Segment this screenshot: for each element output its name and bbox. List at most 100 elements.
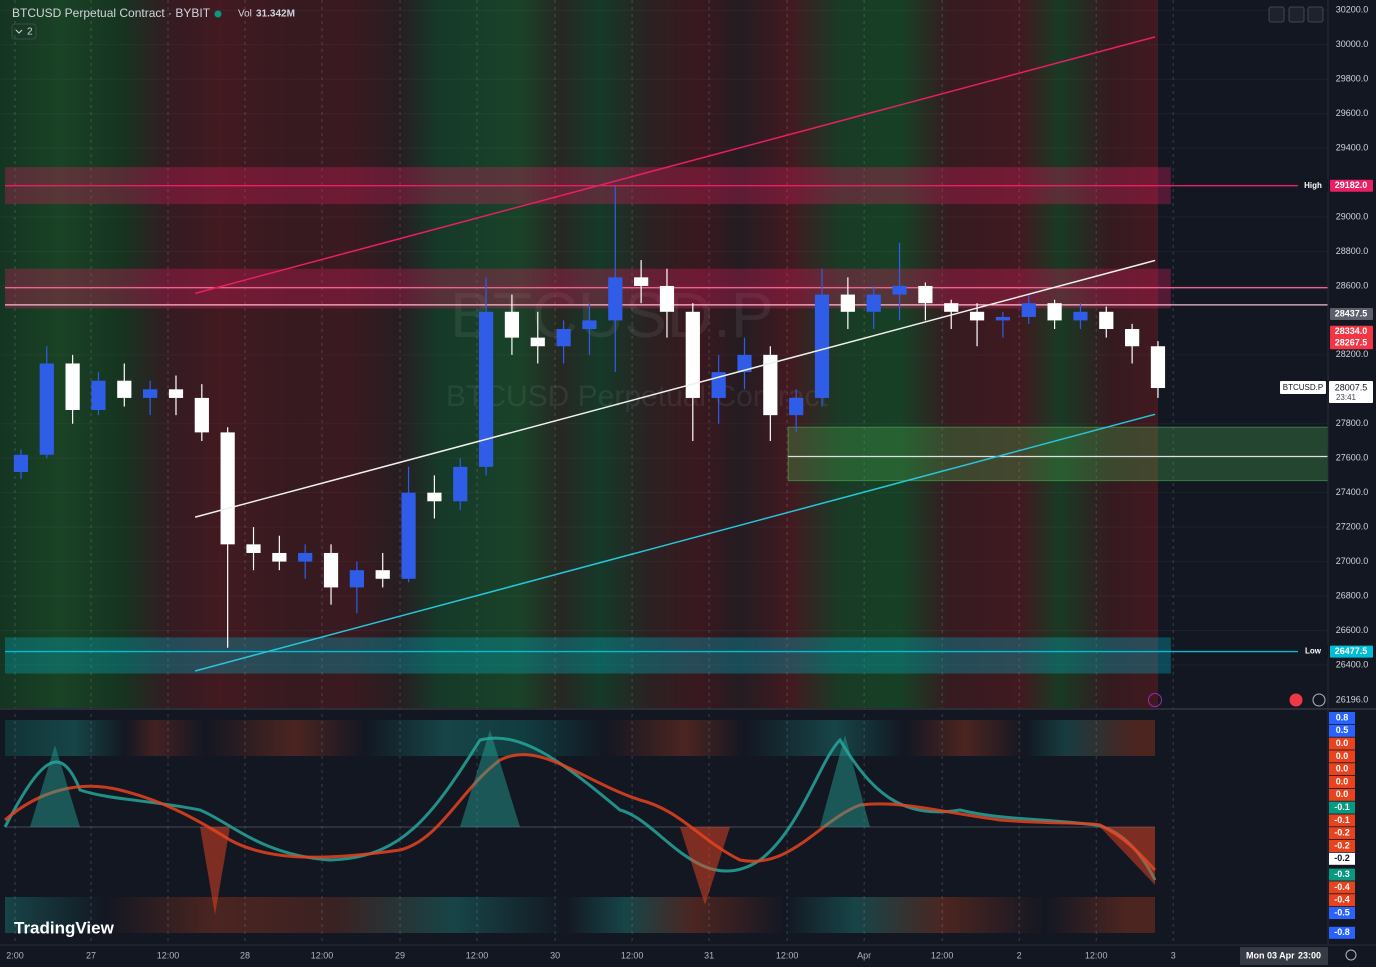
alert-icon[interactable] xyxy=(1148,693,1162,707)
cursor-time: 23:00 xyxy=(1298,950,1321,960)
candle-body xyxy=(944,303,959,312)
candle-body xyxy=(634,277,649,286)
oscillator-heatmap xyxy=(5,720,1155,756)
candle-body xyxy=(1073,311,1088,321)
trend-line xyxy=(194,36,1156,295)
candle-body xyxy=(478,311,494,467)
candle-body xyxy=(323,552,339,588)
osc-scale-box xyxy=(1329,724,1355,737)
osc-scale-box xyxy=(1329,814,1355,827)
candle-body xyxy=(659,285,675,312)
x-tick-label: 2 xyxy=(1017,950,1022,960)
candle-body xyxy=(504,311,520,338)
symbol-tag-box xyxy=(1280,381,1326,395)
candle-body xyxy=(117,380,132,398)
x-tick-label: 28 xyxy=(240,950,250,960)
cursor-time-box xyxy=(1240,947,1328,965)
x-tick-label: 12:00 xyxy=(157,950,180,960)
symbol-title[interactable]: BTCUSD Perpetual Contract · BYBIT xyxy=(12,6,211,20)
candle-body xyxy=(995,316,1011,321)
brand-logo[interactable]: TradingView xyxy=(14,918,115,937)
candle-body xyxy=(39,363,54,455)
candle-body xyxy=(685,311,700,398)
x-tick-label: 12:00 xyxy=(621,950,644,960)
close-button[interactable] xyxy=(1288,6,1305,23)
candle-body xyxy=(194,397,209,433)
y-tick-label: 27600.0 xyxy=(1336,453,1369,463)
osc-scale-box xyxy=(1329,750,1355,763)
candle-body xyxy=(298,552,313,562)
volume-value: 31.342M xyxy=(256,9,295,20)
osc-scale-label: -0.1 xyxy=(1334,815,1350,825)
price-tag-label: 28437.5 xyxy=(1335,308,1368,318)
zone xyxy=(5,637,1171,674)
x-tick-label: 27 xyxy=(86,950,96,960)
x-tick-label: Apr xyxy=(857,950,871,960)
x-tick-label: 3 xyxy=(1171,950,1176,960)
settings-icon[interactable] xyxy=(1345,949,1357,961)
price-tag xyxy=(1330,307,1373,320)
candle-body xyxy=(1021,303,1036,317)
last-price-box xyxy=(1329,381,1373,404)
collapse-button[interactable] xyxy=(1268,6,1285,23)
candle-body xyxy=(582,320,597,330)
candle-body xyxy=(272,552,287,562)
y-tick-label: 28200.0 xyxy=(1336,349,1369,359)
y-tick-label: 29000.0 xyxy=(1336,211,1369,221)
candles xyxy=(13,186,1166,648)
candle-body xyxy=(789,397,804,416)
x-tick-label: 29 xyxy=(395,950,405,960)
add-icon[interactable] xyxy=(1312,693,1326,707)
osc-scale-label: -0.8 xyxy=(1334,927,1350,937)
osc-scale-label: -0.2 xyxy=(1334,853,1350,863)
y-tick-label: 30200.0 xyxy=(1336,5,1369,15)
y-tick-label: 27800.0 xyxy=(1336,418,1369,428)
y-tick-label: 26196.0 xyxy=(1336,694,1369,704)
candle-body xyxy=(737,354,752,373)
reset-button[interactable] xyxy=(1307,6,1324,23)
candle-body xyxy=(401,492,416,579)
x-tick-label: 12:00 xyxy=(931,950,954,960)
candle-body xyxy=(1150,346,1166,389)
oscillator-line xyxy=(4,753,1157,872)
trend-line xyxy=(194,259,1156,518)
background-heatmap xyxy=(0,0,1158,708)
chevron-icon xyxy=(15,29,23,34)
market-status[interactable] xyxy=(214,10,222,18)
candle-body xyxy=(892,285,907,295)
x-tick-label: 31 xyxy=(704,950,714,960)
price-tag-name-box xyxy=(1298,179,1328,192)
drawings xyxy=(194,36,1156,672)
cursor-date: Mon 03 Apr xyxy=(1246,950,1295,960)
countdown: 23:41 xyxy=(1336,393,1357,402)
price-tag xyxy=(1330,645,1373,658)
flag-icon[interactable] xyxy=(1289,693,1303,707)
candle-body xyxy=(866,294,881,312)
oscillator-histogram xyxy=(200,827,1155,915)
candle-body xyxy=(608,277,623,321)
y-tick-label: 30000.0 xyxy=(1336,39,1369,49)
x-tick-label: 12:00 xyxy=(466,950,489,960)
zone xyxy=(787,426,1329,482)
oscillator-heatmap xyxy=(5,897,1155,933)
candle-body xyxy=(1099,311,1114,330)
x-tick-label: 12:00 xyxy=(1085,950,1108,960)
osc-scale-box xyxy=(1329,894,1355,907)
indicator-count: 2 xyxy=(27,27,33,38)
osc-scale-label: 0.0 xyxy=(1336,738,1349,748)
indicator-toggle[interactable] xyxy=(11,23,37,40)
oscillator-waves xyxy=(3,730,1157,915)
candle-body xyxy=(918,285,933,304)
osc-scale-label: 0.8 xyxy=(1336,712,1349,722)
price-tag-label: 28267.5 xyxy=(1335,338,1368,348)
candle-body xyxy=(969,311,985,321)
candle-body xyxy=(13,454,29,472)
y-tick-label: 26400.0 xyxy=(1336,659,1369,669)
y-tick-label: 29800.0 xyxy=(1336,74,1369,84)
y-tick-label: 26600.0 xyxy=(1336,625,1369,635)
osc-scale-box xyxy=(1329,763,1355,776)
candle-body xyxy=(530,337,545,347)
candle-body xyxy=(246,544,261,553)
price-tag xyxy=(1330,337,1373,350)
